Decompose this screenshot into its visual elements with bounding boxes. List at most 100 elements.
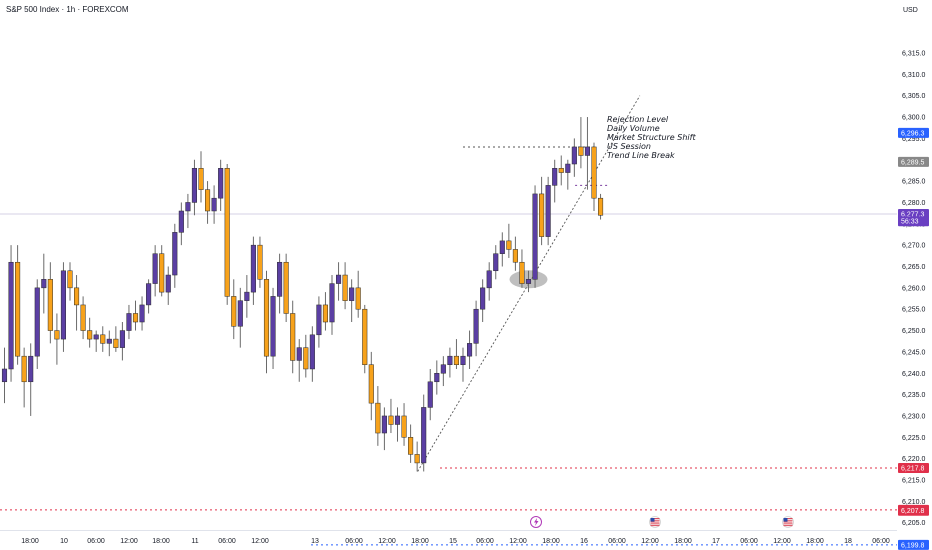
- candle-body: [565, 163, 571, 173]
- price-label-bg: [898, 463, 929, 474]
- candle-body: [224, 168, 230, 297]
- x-tick-label: 12:00: [773, 538, 791, 545]
- candle-body: [447, 355, 453, 365]
- x-tick-label: 17: [712, 538, 720, 545]
- candle: [336, 262, 342, 301]
- candle: [152, 245, 158, 297]
- y-tick-label: 6,265.0: [902, 264, 925, 271]
- candle-body: [303, 347, 309, 370]
- y-tick-label: 6,220.0: [902, 456, 925, 463]
- price-label-text: 6,207.8: [901, 508, 924, 515]
- candle: [41, 253, 47, 314]
- candle: [28, 343, 34, 416]
- candle-body: [486, 270, 492, 289]
- candle-body: [198, 168, 204, 190]
- candle: [355, 270, 361, 318]
- candle-body: [591, 146, 597, 199]
- candle-body: [15, 261, 21, 357]
- y-tick-label: 6,240.0: [902, 371, 925, 378]
- candle-body: [309, 334, 315, 370]
- candle-body: [80, 304, 86, 331]
- x-tick-label: 16: [580, 538, 588, 545]
- candle: [427, 368, 433, 421]
- candle-body: [34, 287, 40, 357]
- price-label: 6,207.8: [898, 505, 929, 516]
- candle: [270, 287, 276, 369]
- candle-body: [159, 253, 165, 293]
- us-flag-icon: [649, 516, 661, 528]
- price-label-text: 6,217.8: [901, 466, 924, 473]
- candle: [205, 181, 211, 224]
- y-tick-label: 6,310.0: [902, 72, 925, 79]
- candle-body: [244, 291, 250, 301]
- candle: [198, 151, 204, 203]
- candle-body: [67, 270, 73, 289]
- candle-body: [408, 437, 414, 455]
- candle: [185, 193, 191, 229]
- candle-body: [165, 274, 171, 293]
- y-tick-label: 6,315.0: [902, 51, 925, 58]
- candle: [178, 202, 184, 246]
- candle-body: [93, 334, 99, 340]
- y-tick-label: 6,255.0: [902, 307, 925, 314]
- y-tick-label: 6,205.0: [902, 520, 925, 527]
- candle: [132, 300, 139, 331]
- price-label-bg: [898, 539, 929, 550]
- candle: [80, 296, 86, 340]
- candle: [211, 185, 217, 224]
- x-tick-label: 06:00: [608, 538, 626, 545]
- candle: [368, 351, 374, 421]
- annotation-trend-line-break: Trend Line Break: [607, 151, 675, 160]
- candle: [408, 424, 414, 463]
- x-tick-label: 12:00: [641, 538, 659, 545]
- candle-body: [290, 313, 296, 361]
- candle-body: [1, 368, 8, 383]
- candle-body: [381, 415, 387, 434]
- candle-body: [132, 313, 139, 323]
- candle: [467, 330, 473, 369]
- candle-body: [552, 168, 558, 186]
- candle: [388, 398, 394, 434]
- annotation-daily-volume: Daily Volume: [607, 124, 660, 133]
- candle-body: [119, 330, 125, 348]
- candle-body: [41, 279, 47, 289]
- candle: [218, 159, 224, 211]
- candle: [87, 317, 93, 348]
- price-label-text: 6,289.5: [901, 159, 924, 166]
- x-tick-label: 12:00: [251, 538, 269, 545]
- candle-body: [584, 146, 591, 156]
- candle: [381, 407, 387, 451]
- currency-label: USD: [903, 7, 918, 14]
- x-tick-label: 15: [449, 538, 457, 545]
- x-tick-label: 06:00: [345, 538, 363, 545]
- candle-body: [250, 244, 256, 293]
- candle: [159, 245, 165, 297]
- candle: [303, 334, 309, 378]
- candle-body: [499, 240, 505, 254]
- candle-body: [355, 287, 361, 310]
- y-tick-label: 6,285.0: [902, 179, 925, 186]
- candle: [598, 193, 604, 220]
- x-tick-label: 06:00: [476, 538, 494, 545]
- candle-body: [28, 355, 34, 383]
- price-label: 6,296.3: [898, 127, 929, 138]
- y-tick-label: 6,260.0: [902, 285, 925, 292]
- candle: [453, 339, 459, 369]
- x-tick-label: 11: [191, 538, 198, 545]
- x-tick-label: 10: [60, 538, 68, 545]
- price-label-bg: [898, 156, 929, 167]
- y-tick-label: 6,225.0: [902, 435, 925, 442]
- candle: [1, 347, 8, 404]
- candle-body: [342, 274, 348, 301]
- candle: [578, 117, 584, 169]
- lightning-icon: [530, 516, 542, 528]
- candle-body: [178, 210, 184, 233]
- x-tick-label: 18:00: [411, 538, 429, 545]
- x-tick-label: 06:00: [872, 538, 890, 545]
- candle: [571, 138, 577, 177]
- horizontal-levels: [0, 146, 897, 546]
- candle-body: [598, 197, 604, 216]
- y-tick-label: 6,235.0: [902, 392, 925, 399]
- candle: [342, 262, 348, 310]
